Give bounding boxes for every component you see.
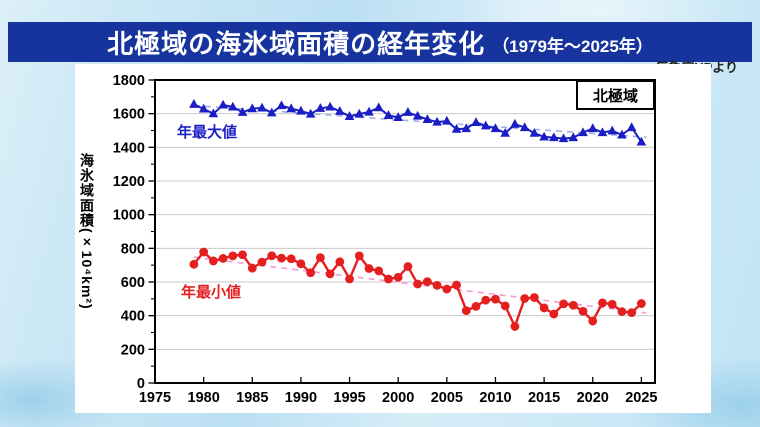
svg-text:1000: 1000 [113, 208, 145, 224]
y-axis-title: 海氷域面積(×10⁴km²) [79, 153, 95, 310]
max-series [189, 99, 647, 146]
chart-panel: 0 200 400 600 800 1000 1200 1400 1600 1800 1975 198… [75, 64, 711, 413]
svg-text:1985: 1985 [236, 390, 268, 406]
svg-text:1600: 1600 [113, 107, 145, 123]
svg-text:1975: 1975 [139, 390, 171, 406]
min-series [189, 247, 646, 331]
max-series-label: 年最大値 [177, 124, 238, 141]
svg-text:200: 200 [121, 342, 145, 358]
svg-text:800: 800 [121, 241, 145, 257]
svg-text:2025: 2025 [625, 390, 657, 406]
min-series-label: 年最小値 [181, 284, 242, 301]
svg-text:1990: 1990 [285, 390, 317, 406]
svg-text:2005: 2005 [431, 390, 463, 406]
svg-text:2015: 2015 [528, 390, 560, 406]
svg-text:1800: 1800 [113, 73, 145, 89]
axes: 0 200 400 600 800 1000 1200 1400 1600 1800 1975 198… [113, 73, 658, 406]
svg-text:0: 0 [137, 376, 145, 392]
region-label: 北極域 [592, 87, 638, 105]
svg-text:400: 400 [121, 309, 145, 325]
chart-svg: 0 200 400 600 800 1000 1200 1400 1600 1800 1975 198… [113, 73, 658, 406]
svg-text:1995: 1995 [333, 390, 365, 406]
page-title: 北極域の海氷域面積の経年変化 [107, 28, 486, 59]
page-title-years: （1979年～2025年） [492, 36, 653, 56]
svg-text:1400: 1400 [113, 140, 145, 156]
svg-text:2020: 2020 [577, 390, 609, 406]
gridlines [155, 113, 655, 350]
svg-text:1200: 1200 [113, 174, 145, 190]
region-label-box: 北極域 [576, 80, 655, 110]
svg-text:600: 600 [121, 275, 145, 291]
title-bar: 北極域の海氷域面積の経年変化 （1979年～2025年） [8, 22, 752, 62]
svg-text:2010: 2010 [479, 390, 511, 406]
svg-text:1980: 1980 [188, 390, 220, 406]
svg-text:2000: 2000 [382, 390, 414, 406]
